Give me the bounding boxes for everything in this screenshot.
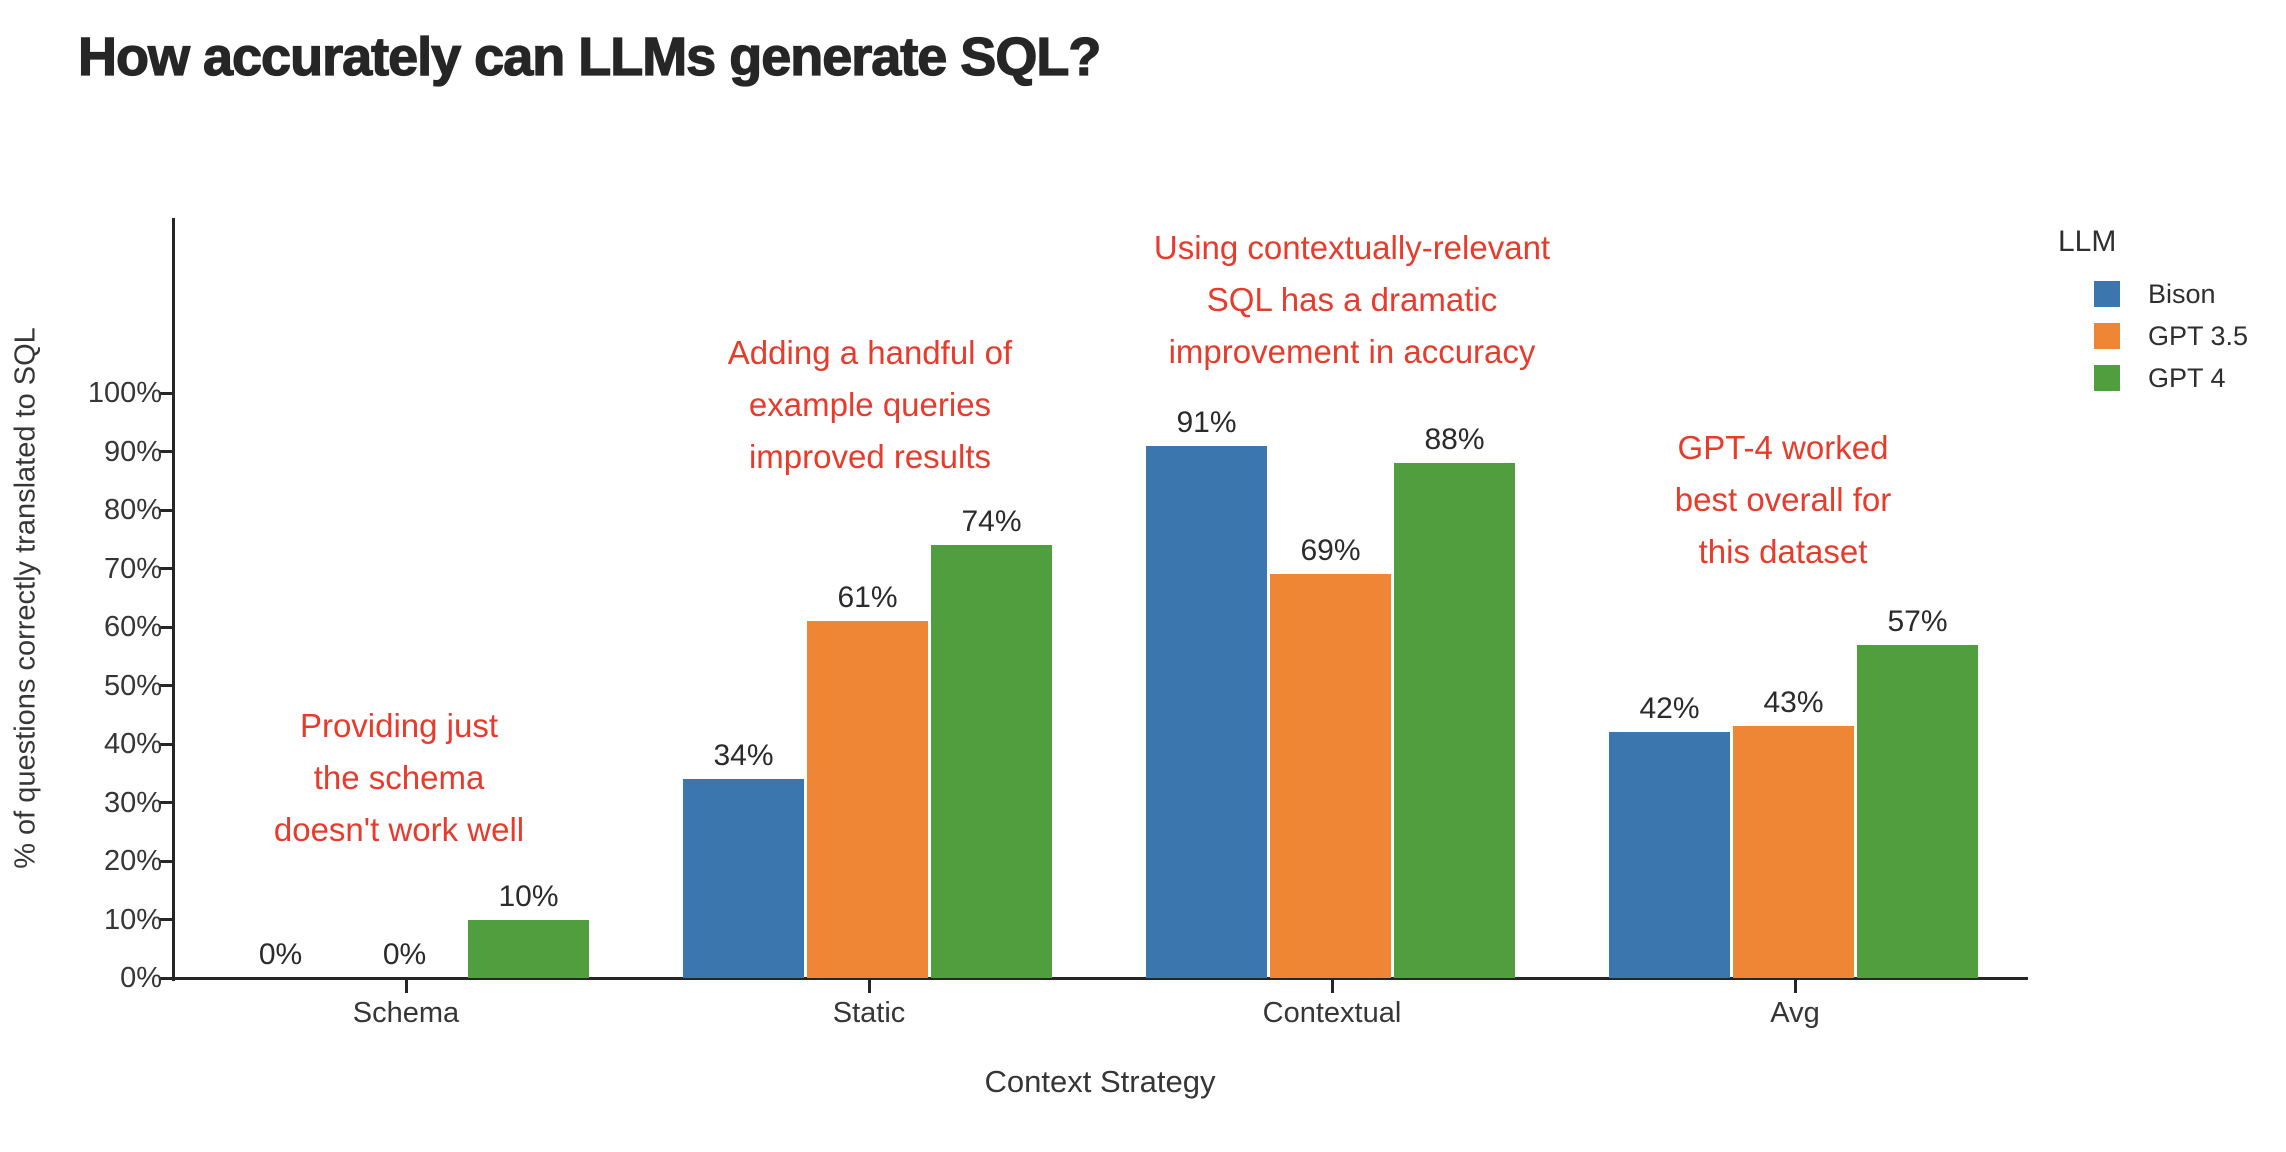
x-tick-label: Avg [1770, 997, 1820, 1029]
y-tick-label: 40% [103, 728, 162, 760]
y-tick-label: 20% [103, 845, 162, 877]
y-axis-title: % of questions correctly translated to S… [9, 327, 42, 869]
bar-value-label: 0% [382, 938, 427, 971]
bar-value-label: 42% [1639, 692, 1700, 726]
legend: LLM Bison GPT 3.5 GPT 4 [2058, 225, 2248, 399]
bar-value-label: 0% [258, 938, 303, 971]
legend-swatch [2094, 323, 2120, 349]
bar-value-label: 10% [498, 879, 559, 913]
bar-value-label: 74% [961, 505, 1022, 539]
annotation-1: Providing just the schema doesn't work w… [273, 707, 525, 848]
annotation-4: GPT-4 worked best overall for this datas… [1674, 429, 1892, 570]
y-tick-mark [159, 391, 172, 395]
annotation-2: Adding a handful of example queries impr… [727, 334, 1013, 475]
bar-value-label: 34% [713, 739, 774, 773]
y-tick-mark [159, 801, 172, 804]
bar-value-label: 91% [1176, 405, 1237, 439]
x-tick-mark [1330, 980, 1334, 993]
y-tick-mark [159, 508, 172, 512]
x-tick-mark [404, 980, 408, 993]
bar-gpt-3-5-avg [1733, 726, 1854, 978]
annotation-3: Using contextually-relevant SQL has a dr… [1153, 229, 1551, 370]
y-axis-line [172, 218, 175, 981]
y-tick-mark [159, 859, 172, 863]
y-tick-mark [159, 450, 172, 453]
y-tick-label: 10% [103, 903, 162, 936]
legend-item-gpt-3-5: GPT 3.5 [2058, 315, 2248, 357]
x-tick-mark [867, 980, 871, 993]
y-tick-label: 30% [103, 786, 162, 819]
bar-gpt-4-contextual [1394, 463, 1515, 978]
chart-title: How accurately can LLMs generate SQL? [77, 26, 1102, 87]
bar-gpt-3-5-static [807, 621, 928, 978]
bar-value-label: 43% [1763, 686, 1824, 720]
legend-swatch [2094, 281, 2120, 307]
legend-item-bison: Bison [2058, 273, 2248, 315]
y-tick-label: 90% [103, 435, 162, 468]
y-tick-mark [159, 918, 172, 921]
y-tick-mark [159, 742, 172, 746]
y-tick-label: 60% [103, 611, 162, 643]
bar-gpt-4-schema [468, 919, 589, 978]
y-tick-mark [159, 684, 172, 687]
legend-item-gpt-4: GPT 4 [2058, 357, 2248, 399]
bar-bison-static [683, 779, 804, 978]
y-tick-label: 100% [87, 377, 162, 409]
legend-label: Bison [2148, 278, 2216, 309]
bar-gpt-3-5-contextual [1270, 574, 1391, 978]
bar-value-label: 88% [1424, 423, 1485, 457]
x-axis-line [172, 977, 2028, 980]
x-tick-mark [1793, 980, 1797, 993]
y-tick-label: 50% [103, 669, 162, 702]
x-tick-label: Static [832, 997, 906, 1029]
legend-title: LLM [2058, 225, 2117, 258]
bar-gpt-4-static [931, 545, 1052, 978]
y-tick-label: 80% [103, 494, 162, 526]
y-tick-mark [159, 625, 172, 629]
y-tick-mark [159, 976, 172, 980]
bar-gpt-4-avg [1857, 644, 1978, 978]
y-tick-mark [159, 567, 172, 570]
x-axis-title: Context Strategy [984, 1064, 1216, 1099]
x-tick-label: Schema [352, 997, 460, 1029]
y-tick-label: 0% [120, 962, 162, 994]
legend-swatch [2094, 365, 2120, 391]
bar-bison-contextual [1146, 445, 1267, 978]
bar-value-label: 69% [1300, 534, 1361, 568]
bar-value-label: 61% [837, 581, 898, 615]
bar-value-label: 57% [1887, 604, 1948, 638]
legend-label: GPT 4 [2148, 362, 2226, 393]
legend-label: GPT 3.5 [2148, 320, 2249, 351]
legend-items: Bison GPT 3.5 GPT 4 [2058, 273, 2248, 399]
x-tick-label: Contextual [1262, 997, 1402, 1029]
bar-bison-avg [1609, 732, 1730, 978]
y-tick-label: 70% [103, 552, 162, 585]
